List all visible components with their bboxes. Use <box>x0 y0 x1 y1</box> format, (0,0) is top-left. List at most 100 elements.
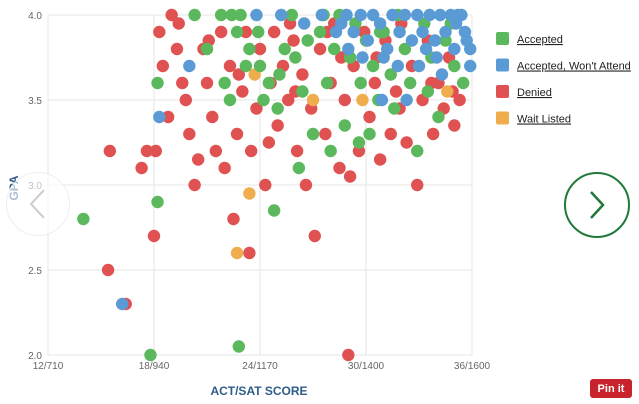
data-point-accepted-won-t-attend <box>361 34 374 47</box>
data-point-denied <box>389 85 403 98</box>
data-point-accepted <box>403 76 417 90</box>
data-point-denied <box>149 144 162 158</box>
data-point-accepted-won-t-attend <box>419 42 433 56</box>
data-point-accepted-won-t-attend <box>405 34 419 47</box>
data-point-denied <box>319 127 332 141</box>
data-point-accepted <box>306 127 320 141</box>
data-point-accepted <box>223 93 237 107</box>
data-point-accepted <box>273 68 286 81</box>
data-point-denied <box>147 229 161 243</box>
data-point-denied <box>103 144 117 158</box>
data-point-accepted-won-t-attend <box>391 59 404 73</box>
x-axis-title: ACT/SAT SCORE <box>210 384 307 398</box>
data-point-accepted-won-t-attend <box>183 59 196 73</box>
data-point-denied <box>384 127 397 141</box>
data-point-accepted-won-t-attend <box>275 8 288 22</box>
data-point-accepted <box>411 144 424 158</box>
legend-swatch-wait-listed <box>496 111 509 125</box>
series-accepted-won-t-attend <box>116 8 477 311</box>
data-point-denied <box>165 8 178 22</box>
data-point-accepted <box>398 42 412 56</box>
next-button[interactable] <box>564 172 630 238</box>
data-point-denied <box>308 229 321 243</box>
data-point-denied <box>218 161 231 175</box>
data-point-accepted <box>253 59 267 73</box>
data-point-denied <box>411 178 424 192</box>
x-tick-label: 30/1400 <box>348 361 385 372</box>
chevron-right-icon <box>590 191 605 219</box>
chevron-left-icon <box>29 189 45 219</box>
data-point-denied <box>363 110 376 124</box>
data-point-accepted-won-t-attend <box>356 51 369 64</box>
data-point-denied <box>200 76 214 90</box>
data-point-denied <box>236 85 249 98</box>
data-point-accepted-won-t-attend <box>335 17 348 30</box>
data-point-accepted <box>373 25 387 39</box>
legend-label-wait-listed[interactable]: Wait Listed <box>517 114 571 126</box>
data-point-denied <box>287 34 300 47</box>
data-point-accepted <box>313 25 327 39</box>
data-point-accepted <box>292 161 306 175</box>
data-point-accepted <box>234 8 247 22</box>
data-point-denied <box>209 144 223 158</box>
data-point-accepted-won-t-attend <box>439 25 452 39</box>
data-point-accepted-won-t-attend <box>297 17 311 30</box>
data-point-accepted-won-t-attend <box>375 93 389 107</box>
data-point-denied <box>214 25 228 39</box>
data-point-accepted <box>188 8 201 22</box>
series-accepted <box>77 8 470 362</box>
data-point-denied <box>223 59 237 73</box>
data-point-accepted-won-t-attend <box>416 25 429 39</box>
data-point-denied <box>342 348 355 362</box>
data-point-accepted <box>252 25 265 39</box>
data-point-accepted <box>301 34 314 47</box>
data-point-denied <box>290 144 304 158</box>
data-point-denied <box>259 178 272 192</box>
data-point-denied <box>368 76 382 90</box>
data-point-accepted-won-t-attend <box>342 42 355 56</box>
legend-label-accepted-won-t-attend[interactable]: Accepted, Won't Attend <box>517 61 631 73</box>
y-tick-label: 2.5 <box>28 266 42 277</box>
data-point-denied <box>267 25 281 39</box>
data-point-accepted <box>456 76 470 90</box>
data-point-accepted <box>225 8 238 22</box>
series-wait-listed <box>230 68 454 260</box>
data-point-accepted <box>257 93 270 107</box>
data-point-accepted-won-t-attend <box>377 51 390 64</box>
legend: Accepted Accepted, Won't Attend Denied Wait… <box>496 32 631 126</box>
data-point-accepted <box>384 68 397 81</box>
pin-it-button[interactable]: Pin it <box>590 379 632 398</box>
data-point-denied <box>183 127 196 141</box>
legend-swatch-accepted-won-t-attend <box>496 58 509 72</box>
data-point-accepted <box>214 8 228 22</box>
data-point-accepted <box>271 102 284 115</box>
data-point-denied <box>271 119 284 132</box>
legend-label-accepted[interactable]: Accepted <box>517 34 563 46</box>
legend-label-denied[interactable]: Denied <box>517 87 552 99</box>
data-point-accepted-won-t-attend <box>458 25 472 39</box>
previous-button[interactable] <box>6 172 70 236</box>
data-point-denied <box>172 17 185 30</box>
data-point-denied <box>250 102 263 115</box>
data-point-denied <box>243 246 256 260</box>
x-tick-label: 18/940 <box>139 361 170 372</box>
data-point-denied <box>313 42 327 56</box>
data-point-accepted-won-t-attend <box>435 68 449 81</box>
data-point-accepted <box>144 348 157 362</box>
data-point-denied <box>253 42 267 56</box>
x-tick-label: 36/1600 <box>454 361 491 372</box>
data-point-denied <box>140 144 154 158</box>
data-point-denied <box>338 93 351 107</box>
data-point-denied <box>448 119 461 132</box>
legend-swatch-accepted <box>496 32 509 45</box>
data-point-accepted <box>432 110 445 124</box>
y-tick-label: 2.0 <box>28 351 42 362</box>
data-point-denied <box>299 178 313 192</box>
data-point-denied <box>191 153 205 166</box>
data-point-denied <box>176 76 189 90</box>
data-point-accepted <box>239 59 253 73</box>
data-point-denied <box>101 263 115 277</box>
data-point-accepted-won-t-attend <box>423 8 436 22</box>
data-point-accepted-won-t-attend <box>411 8 424 22</box>
